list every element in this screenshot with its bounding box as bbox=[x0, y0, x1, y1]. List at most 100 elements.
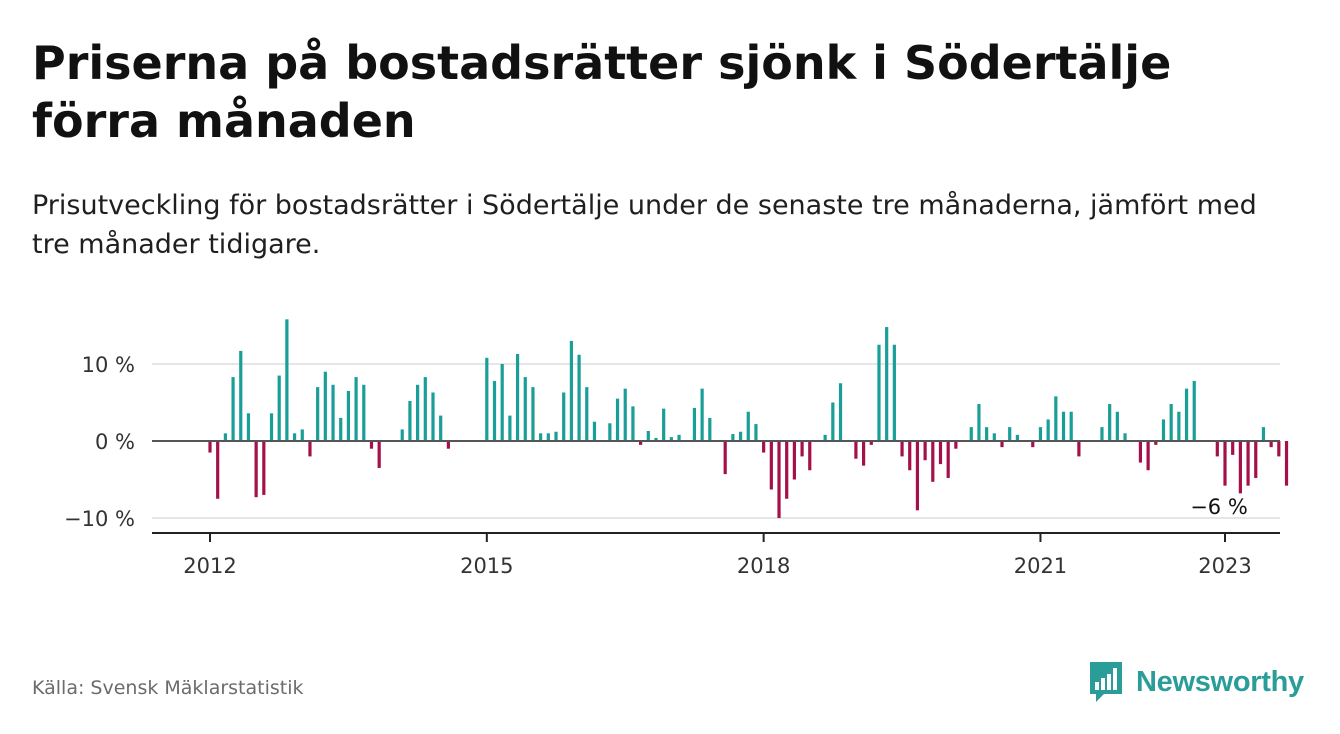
bar bbox=[239, 350, 243, 441]
x-tick-label: 2018 bbox=[737, 554, 790, 578]
bar bbox=[354, 377, 358, 441]
chart-title: Priserna på bostadsrätter sjönk i Södert… bbox=[32, 36, 1172, 148]
bar bbox=[1138, 441, 1143, 463]
newsworthy-logo-icon bbox=[1090, 662, 1122, 702]
bar bbox=[1031, 441, 1035, 448]
bar bbox=[915, 441, 920, 511]
bar bbox=[1223, 441, 1227, 486]
brand-logo[interactable]: Newsworthy bbox=[1088, 660, 1304, 704]
bar bbox=[492, 380, 497, 441]
bar bbox=[515, 353, 520, 441]
bar bbox=[1254, 441, 1258, 478]
bar bbox=[1038, 427, 1043, 441]
bar bbox=[569, 340, 573, 441]
bar bbox=[531, 387, 535, 441]
bar bbox=[1108, 404, 1112, 441]
bar bbox=[931, 441, 935, 482]
bar bbox=[231, 377, 235, 441]
axes bbox=[152, 440, 1280, 542]
bar bbox=[523, 377, 527, 441]
bar bbox=[677, 434, 681, 441]
bar bbox=[300, 429, 304, 441]
bar bbox=[977, 404, 981, 441]
bar bbox=[346, 390, 351, 441]
bar bbox=[615, 398, 620, 441]
bar bbox=[946, 441, 950, 478]
bar bbox=[869, 441, 873, 445]
bar bbox=[800, 441, 804, 457]
bar bbox=[485, 357, 489, 441]
y-tick-labels: 10 % 0 % −10 % bbox=[64, 353, 135, 531]
bar bbox=[431, 392, 435, 441]
bar bbox=[439, 415, 443, 441]
bar bbox=[808, 441, 812, 471]
bar bbox=[416, 384, 420, 441]
bar bbox=[885, 327, 889, 441]
bar bbox=[262, 441, 266, 495]
bar bbox=[639, 441, 643, 445]
bar bbox=[369, 441, 374, 449]
bar bbox=[954, 441, 958, 449]
bar bbox=[446, 441, 450, 449]
bar bbox=[900, 441, 904, 457]
bar bbox=[1046, 419, 1050, 441]
bar bbox=[854, 441, 858, 459]
bar bbox=[269, 413, 274, 441]
bar bbox=[785, 441, 789, 499]
annotations: −6 % bbox=[1190, 495, 1248, 519]
bar bbox=[700, 388, 704, 441]
bar bbox=[1008, 427, 1012, 441]
bar bbox=[577, 354, 581, 441]
bar bbox=[1115, 411, 1119, 441]
bar bbox=[862, 441, 866, 466]
bar bbox=[292, 433, 297, 441]
bar bbox=[1192, 380, 1196, 441]
bar bbox=[1015, 434, 1019, 441]
bar bbox=[400, 429, 404, 441]
x-tick-label: 2023 bbox=[1198, 554, 1251, 578]
bar bbox=[908, 441, 912, 471]
bar bbox=[1238, 441, 1242, 494]
bar bbox=[1100, 427, 1104, 441]
bar bbox=[631, 406, 635, 441]
bar bbox=[377, 441, 381, 468]
bar bbox=[408, 400, 412, 441]
bar bbox=[731, 434, 735, 441]
chart-subtitle: Prisutveckling för bostadsrätter i Söder… bbox=[32, 190, 1257, 260]
bar bbox=[708, 417, 712, 441]
bar bbox=[554, 431, 558, 441]
bar bbox=[1161, 419, 1166, 441]
bar bbox=[316, 387, 320, 441]
source-note: Källa: Svensk Mäklarstatistik bbox=[32, 677, 304, 699]
bar bbox=[508, 415, 512, 441]
bar bbox=[838, 383, 843, 441]
bar bbox=[208, 441, 212, 453]
bar bbox=[246, 413, 251, 441]
bar bbox=[562, 392, 566, 441]
bar bbox=[592, 421, 597, 441]
bar bbox=[1284, 441, 1289, 486]
bar bbox=[608, 423, 612, 441]
bar bbox=[1154, 441, 1158, 445]
bar bbox=[754, 424, 758, 441]
bar bbox=[362, 384, 366, 441]
bar bbox=[585, 387, 589, 441]
x-tick-label: 2021 bbox=[1014, 554, 1067, 578]
bar bbox=[1215, 441, 1219, 457]
bar bbox=[692, 407, 697, 441]
bar bbox=[992, 433, 996, 441]
bar bbox=[662, 408, 666, 441]
bar bbox=[331, 384, 335, 441]
bar bbox=[323, 371, 327, 441]
bar bbox=[738, 431, 743, 441]
bar bbox=[254, 441, 258, 498]
bar bbox=[1061, 411, 1066, 441]
bar bbox=[1077, 441, 1081, 457]
bar bbox=[277, 375, 281, 441]
bar bbox=[1069, 411, 1073, 441]
x-tick-labels: 2012 2015 2018 2021 2023 bbox=[183, 554, 1251, 578]
bar bbox=[985, 427, 989, 441]
y-tick-label: −10 % bbox=[64, 507, 135, 531]
y-tick-label: 0 % bbox=[95, 430, 135, 454]
x-tick-label: 2012 bbox=[183, 554, 236, 578]
